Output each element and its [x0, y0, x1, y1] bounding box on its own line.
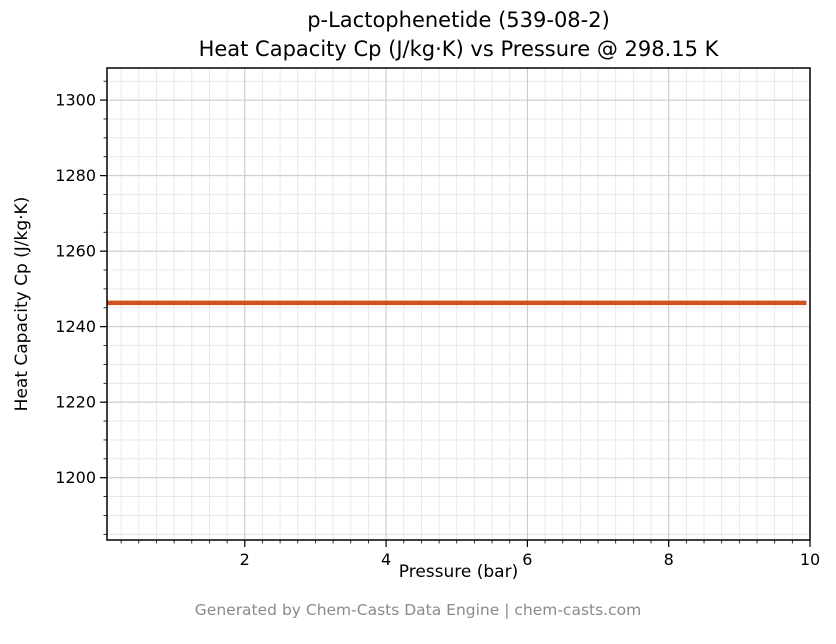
y-tick-label: 1200: [55, 468, 96, 487]
y-axis-label: Heat Capacity Cp (J/kg·K): [12, 196, 32, 412]
x-tick-label: 8: [664, 550, 674, 569]
y-tick-label: 1260: [55, 242, 96, 261]
axes-spines: [106, 67, 811, 541]
x-tick-label: 6: [522, 550, 532, 569]
y-tick-label: 1220: [55, 393, 96, 412]
x-tick-label: 10: [800, 550, 820, 569]
x-axis-label: Pressure (bar): [398, 562, 519, 582]
chart-title-line1: p-Lactophenetide (539-08-2): [307, 8, 610, 32]
y-tick-label: 1300: [55, 91, 96, 110]
y-tick-label: 1280: [55, 166, 96, 185]
x-tick-label: 4: [381, 550, 391, 569]
x-tick-label: 2: [240, 550, 250, 569]
chart-title-line2: Heat Capacity Cp (J/kg·K) vs Pressure @ …: [198, 37, 719, 61]
y-tick-label: 1240: [55, 317, 96, 336]
footer-credit: Generated by Chem-Casts Data Engine | ch…: [194, 601, 642, 619]
chart-title: p-Lactophenetide (539-08-2) Heat Capacit…: [107, 6, 810, 64]
